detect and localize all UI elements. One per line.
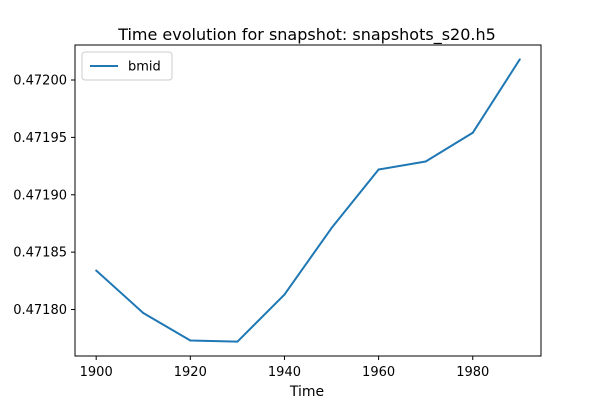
x-tick-label: 1920 (174, 365, 207, 380)
x-tick-label: 1980 (456, 365, 489, 380)
series-line-bmid (95, 58, 521, 343)
data-point (189, 339, 192, 342)
y-tick-label: 0.47185 (13, 246, 67, 261)
legend-label: bmid (128, 60, 161, 75)
legend-box (81, 51, 173, 81)
data-point (236, 340, 239, 343)
x-tick-label: 1940 (268, 365, 301, 380)
plot-area: 1900 1920 1940 1960 1980 0.47180 0.47185 0.4719… (13, 44, 542, 380)
data-point (471, 131, 474, 134)
y-tick-label: 0.47195 (13, 131, 67, 146)
data-point (95, 269, 98, 272)
data-point (142, 311, 145, 314)
y-tick-label: 0.47180 (13, 303, 67, 318)
data-point (330, 227, 333, 230)
x-tick-label: 1960 (362, 365, 395, 380)
data-point (518, 58, 521, 61)
data-point (377, 168, 380, 171)
data-point (424, 160, 427, 163)
y-tick-label: 0.47200 (13, 74, 67, 89)
y-tick-label: 0.47190 (13, 188, 67, 203)
axes-frame (74, 44, 542, 357)
x-tick-label: 1900 (80, 365, 113, 380)
x-axis-label: Time (289, 384, 324, 400)
chart-title: Time evolution for snapshot: snapshots_s… (117, 25, 496, 45)
data-point (283, 293, 286, 296)
